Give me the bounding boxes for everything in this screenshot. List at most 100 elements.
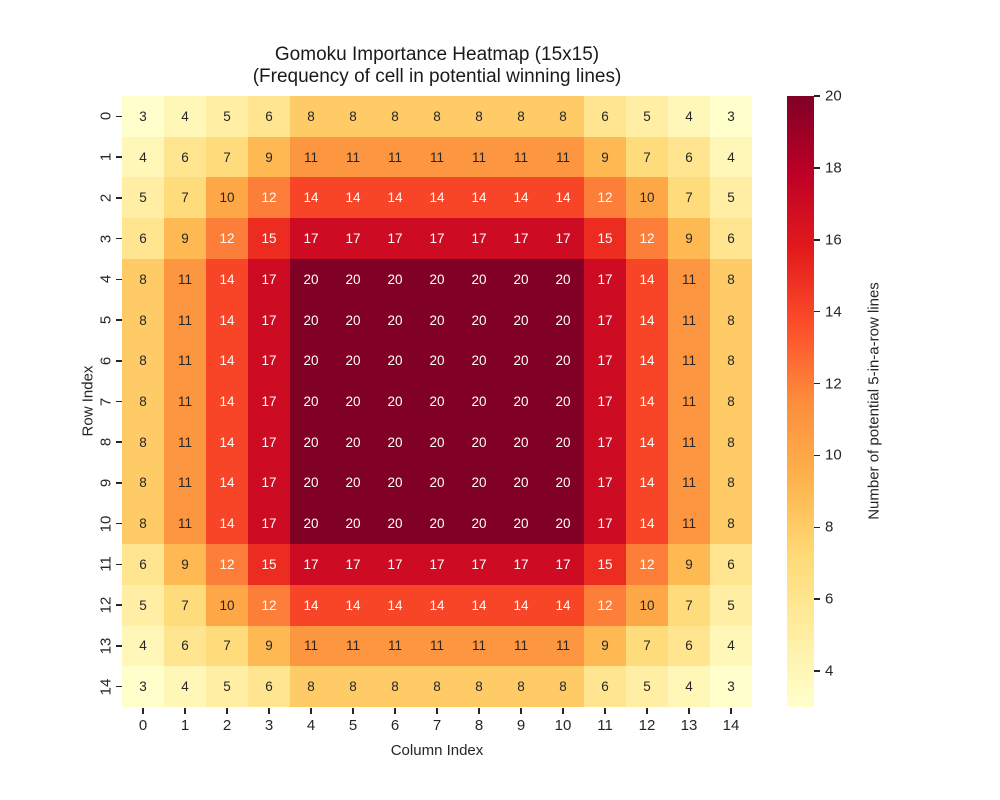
cell-value: 20: [303, 271, 319, 287]
x-tick-mark: [646, 708, 648, 714]
heatmap-cell: 17: [500, 218, 542, 259]
cell-value: 9: [685, 556, 693, 572]
cell-value: 17: [597, 353, 613, 369]
heatmap-cell: 11: [668, 381, 710, 422]
cell-value: 8: [727, 434, 735, 450]
cell-value: 5: [727, 190, 735, 206]
cell-value: 12: [261, 190, 277, 206]
cell-value: 3: [727, 679, 735, 695]
y-tick-label: 0: [97, 112, 115, 121]
cell-value: 20: [555, 312, 571, 328]
cell-value: 3: [139, 108, 147, 124]
heatmap-cell: 12: [584, 584, 626, 626]
cell-value: 7: [685, 190, 693, 206]
cell-value: 14: [555, 190, 571, 206]
heatmap-cell: 17: [374, 218, 416, 259]
cell-value: 8: [139, 271, 147, 287]
heatmap-cell: 20: [290, 381, 332, 422]
heatmap-cell: 8: [710, 299, 752, 341]
y-tick-label: 9: [97, 478, 115, 488]
chart-title: Gomoku Importance Heatmap (15x15) (Frequ…: [122, 44, 752, 88]
cell-value: 20: [387, 393, 403, 409]
heatmap-cell: 5: [206, 666, 248, 707]
cell-value: 20: [303, 434, 319, 450]
heatmap-cell: 11: [542, 136, 584, 178]
x-tick-label: 13: [680, 717, 698, 734]
cell-value: 8: [517, 679, 525, 695]
heatmap-cell: 14: [206, 340, 248, 382]
heatmap-cell: 6: [248, 666, 290, 707]
cell-value: 4: [727, 149, 735, 165]
cell-value: 14: [471, 190, 487, 206]
cell-value: 20: [555, 271, 571, 287]
cell-value: 6: [265, 679, 273, 695]
cell-value: 11: [345, 638, 360, 654]
cell-value: 8: [391, 679, 399, 695]
cell-value: 17: [513, 231, 529, 247]
cell-value: 10: [639, 190, 655, 206]
heatmap-cell: 14: [626, 421, 668, 463]
heatmap-cell: 17: [248, 258, 290, 300]
colorbar-tick-label: 8: [825, 518, 834, 536]
cell-value: 20: [387, 271, 403, 287]
cell-value: 11: [471, 638, 486, 654]
heatmap-cell: 14: [500, 584, 542, 626]
heatmap-cell: 14: [206, 421, 248, 463]
cell-value: 20: [303, 312, 319, 328]
heatmap-cell: 20: [374, 381, 416, 422]
cell-value: 17: [597, 516, 613, 532]
cell-value: 11: [303, 149, 318, 165]
heatmap-cell: 9: [248, 136, 290, 178]
heatmap-cell: 14: [206, 258, 248, 300]
cell-value: 6: [601, 679, 609, 695]
heatmap-cell: 15: [248, 544, 290, 585]
cell-value: 8: [139, 393, 147, 409]
heatmap-cell: 6: [122, 544, 164, 585]
heatmap-cell: 4: [668, 666, 710, 707]
x-tick-label: 4: [306, 717, 316, 734]
cell-value: 8: [727, 271, 735, 287]
heatmap-cell: 17: [500, 544, 542, 585]
y-tick-mark: [116, 278, 122, 281]
cell-value: 17: [429, 556, 445, 572]
heatmap-cell: 17: [248, 462, 290, 504]
cell-value: 11: [429, 149, 444, 165]
colorbar-tick-label: 16: [825, 231, 842, 249]
heatmap-cell: 5: [122, 584, 164, 626]
heatmap-cell: 7: [164, 177, 206, 219]
heatmap-cell: 14: [626, 340, 668, 382]
cell-value: 6: [727, 556, 735, 572]
cell-value: 11: [681, 434, 696, 450]
heatmap-cell: 20: [458, 258, 500, 300]
heatmap-cell: 9: [668, 218, 710, 259]
cell-value: 11: [681, 516, 696, 532]
heatmap-cell: 11: [164, 299, 206, 341]
cell-value: 8: [727, 393, 735, 409]
cell-value: 14: [513, 190, 529, 206]
cell-value: 8: [727, 312, 735, 328]
heatmap-cell: 4: [164, 96, 206, 137]
y-tick-mark: [116, 645, 122, 647]
heatmap-cell: 20: [332, 258, 374, 300]
cell-value: 17: [261, 312, 277, 328]
cell-value: 11: [177, 393, 192, 409]
heatmap-cell: 20: [458, 381, 500, 422]
heatmap-cell: 17: [416, 544, 458, 585]
heatmap-cell: 12: [584, 177, 626, 219]
cell-value: 9: [265, 638, 273, 654]
heatmap-cell: 14: [626, 381, 668, 422]
heatmap-cell: 11: [500, 136, 542, 178]
heatmap-cell: 20: [332, 381, 374, 422]
heatmap-grid: 3 4 5 6 8 8 8 8 8 8 8 6 5 4 3 4 6 7 9 11 11 11 11 11 11 11 9 7 6 4 5 7 1…: [122, 96, 752, 707]
y-tick-label: 14: [97, 678, 115, 695]
heatmap-cell: 9: [584, 136, 626, 178]
cell-value: 17: [597, 312, 613, 328]
cell-value: 8: [139, 353, 147, 369]
cell-value: 20: [345, 393, 361, 409]
y-tick-label: 11: [97, 556, 115, 573]
cell-value: 20: [429, 516, 445, 532]
heatmap-cell: 17: [290, 218, 332, 259]
cell-value: 11: [681, 353, 696, 369]
cell-value: 17: [471, 231, 487, 247]
cell-value: 7: [643, 149, 651, 165]
